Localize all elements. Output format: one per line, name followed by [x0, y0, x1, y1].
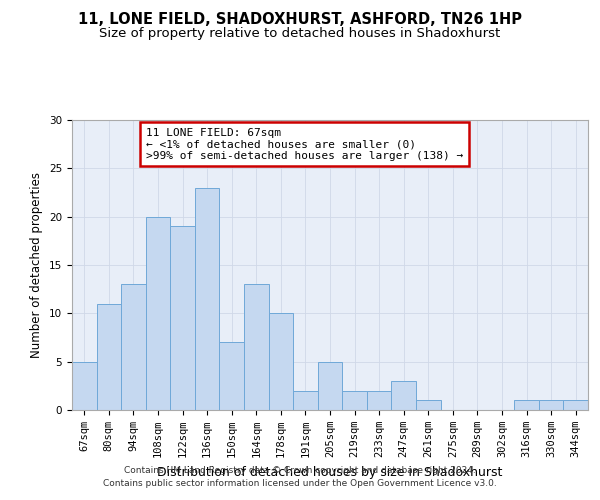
- Bar: [391, 381, 416, 410]
- Bar: [72, 362, 97, 410]
- Text: 11 LONE FIELD: 67sqm
← <1% of detached houses are smaller (0)
>99% of semi-detac: 11 LONE FIELD: 67sqm ← <1% of detached h…: [146, 128, 463, 161]
- Text: Contains HM Land Registry data © Crown copyright and database right 2024.
Contai: Contains HM Land Registry data © Crown c…: [103, 466, 497, 487]
- Text: Size of property relative to detached houses in Shadoxhurst: Size of property relative to detached ho…: [100, 28, 500, 40]
- Bar: [563, 400, 588, 410]
- Bar: [97, 304, 121, 410]
- Bar: [293, 390, 318, 410]
- Bar: [244, 284, 269, 410]
- Bar: [514, 400, 539, 410]
- Bar: [146, 216, 170, 410]
- Bar: [318, 362, 342, 410]
- Bar: [342, 390, 367, 410]
- Y-axis label: Number of detached properties: Number of detached properties: [31, 172, 43, 358]
- Bar: [170, 226, 195, 410]
- Bar: [121, 284, 146, 410]
- Bar: [220, 342, 244, 410]
- Bar: [195, 188, 220, 410]
- Bar: [416, 400, 440, 410]
- Text: 11, LONE FIELD, SHADOXHURST, ASHFORD, TN26 1HP: 11, LONE FIELD, SHADOXHURST, ASHFORD, TN…: [78, 12, 522, 28]
- Bar: [367, 390, 391, 410]
- Bar: [539, 400, 563, 410]
- X-axis label: Distribution of detached houses by size in Shadoxhurst: Distribution of detached houses by size …: [157, 466, 503, 478]
- Bar: [269, 314, 293, 410]
